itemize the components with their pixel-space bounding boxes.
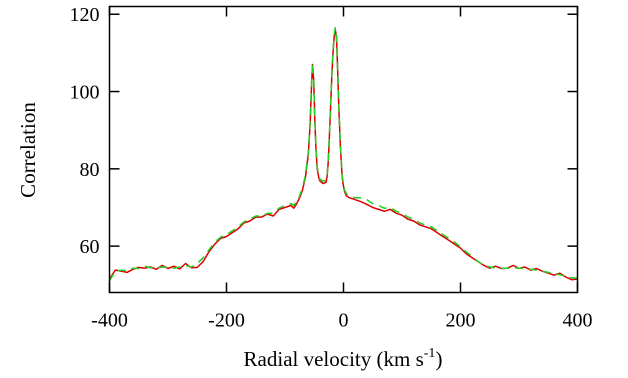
series-line-2 xyxy=(108,27,578,282)
x-tick-label: -200 xyxy=(208,310,245,332)
y-tick-label: 120 xyxy=(70,4,100,26)
x-tick-label: 400 xyxy=(563,310,593,332)
x-axis-title-sup: -1 xyxy=(424,346,436,361)
y-tick-label: 100 xyxy=(70,82,100,104)
plot-lines xyxy=(108,27,578,282)
series-line-1 xyxy=(108,28,578,281)
tick-labels: -400 -200 0 200 400 60 80 100 120 xyxy=(70,4,593,331)
x-tick-label: 200 xyxy=(446,310,476,332)
x-axis-title-main: Radial velocity (km s xyxy=(244,347,424,371)
x-axis-title: Radial velocity (km s-1) xyxy=(244,346,443,371)
y-axis-title: Correlation xyxy=(16,102,40,198)
y-tick-label: 80 xyxy=(80,159,100,181)
x-tick-label: 0 xyxy=(339,310,349,332)
plot-frame xyxy=(108,5,579,294)
y-tick-label: 60 xyxy=(80,236,100,258)
axis-ticks xyxy=(108,6,579,293)
x-axis-title-tail: ) xyxy=(435,347,442,371)
x-tick-label: -400 xyxy=(91,310,128,332)
